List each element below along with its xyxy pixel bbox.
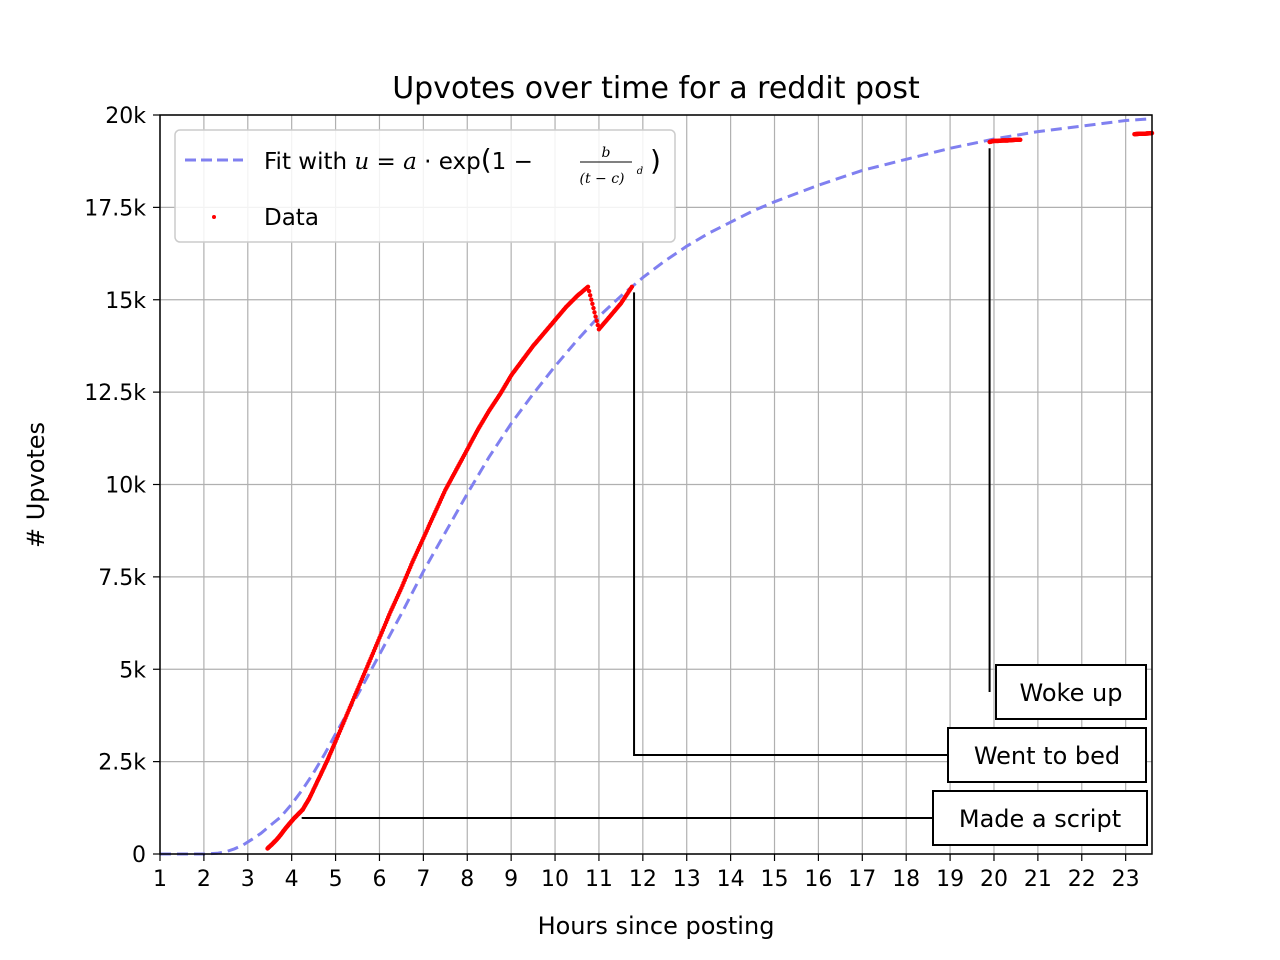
legend-data-swatch [212, 215, 216, 219]
x-tick-label: 2 [197, 867, 211, 892]
x-tick-label: 20 [980, 867, 1008, 892]
x-tick-label: 8 [460, 867, 474, 892]
y-axis-label: # Upvotes [22, 422, 50, 548]
fit-line [160, 117, 1153, 856]
data-point [629, 284, 635, 289]
x-tick-label: 9 [504, 867, 518, 892]
y-tick-label: 0 [132, 843, 146, 868]
x-tick-label: 11 [585, 867, 613, 892]
x-tick-label: 7 [416, 867, 430, 892]
x-axis-label: Hours since posting [538, 912, 775, 940]
chart-title: Upvotes over time for a reddit post [392, 71, 920, 106]
x-tick-label: 22 [1068, 867, 1096, 892]
data-point [585, 284, 591, 289]
legend-fit-frac-den-exp: d [637, 166, 643, 177]
x-tick-label: 1 [153, 867, 167, 892]
data-point [594, 318, 599, 323]
data-point [586, 288, 592, 294]
ticks-layer: 1 2 3 4 5 6 7 8 9 10 11 12 13 14 15 16 17 18 19 20 21 22 2302.… [84, 104, 1139, 892]
legend-box [174, 129, 676, 243]
legend: Fit with u = a · exp(1 − b (t − c) d ) D… [174, 129, 676, 243]
data-points-layer [265, 130, 1155, 851]
annotation-label: Went to bed [974, 742, 1120, 770]
x-tick-label: 3 [241, 867, 255, 892]
annotations-layer: Made a script Went to bed Woke up [301, 148, 1148, 846]
x-tick-label: 4 [285, 867, 299, 892]
legend-fit-frac-num: b [602, 145, 611, 161]
y-tick-label: 2.5k [98, 751, 146, 776]
data-point [589, 297, 594, 302]
y-tick-label: 17.5k [84, 196, 146, 221]
data-point [591, 305, 596, 311]
x-tick-label: 13 [673, 867, 701, 892]
x-tick-label: 21 [1024, 867, 1052, 892]
y-tick-label: 20k [105, 104, 146, 129]
y-tick-label: 12.5k [84, 381, 146, 406]
y-tick-label: 5k [119, 658, 146, 683]
legend-fit-label: Fit with u = a · exp(1 − [264, 143, 533, 176]
annotation-box [995, 664, 1147, 720]
data-point [1018, 137, 1023, 142]
x-tick-label: 6 [372, 867, 386, 892]
legend-data-label: Data [264, 205, 319, 231]
annotation-box [947, 727, 1147, 783]
x-tick-label: 14 [717, 867, 745, 892]
legend-fit-close: ) [650, 144, 661, 177]
x-tick-label: 17 [848, 867, 876, 892]
fit-line-layer [160, 117, 1153, 856]
data-point [593, 314, 598, 319]
data-point [590, 301, 595, 306]
x-tick-label: 5 [329, 867, 343, 892]
y-tick-label: 10k [105, 474, 146, 499]
x-tick-label: 12 [629, 867, 657, 892]
x-tick-label: 10 [541, 867, 569, 892]
x-tick-label: 15 [761, 867, 789, 892]
data-point [592, 310, 597, 315]
x-tick-label: 19 [936, 867, 964, 892]
legend-fit-frac-den: (t − c) [579, 171, 624, 187]
annotation-box [932, 790, 1148, 846]
data-point [588, 293, 593, 298]
y-tick-label: 7.5k [98, 566, 146, 591]
annotation-connector [633, 292, 948, 756]
x-tick-label: 16 [804, 867, 832, 892]
annotation-label: Woke up [1020, 679, 1123, 707]
x-tick-label: 23 [1112, 867, 1140, 892]
annotation-connector [301, 817, 933, 819]
annotation-label: Made a script [959, 805, 1121, 833]
y-tick-label: 15k [105, 289, 146, 314]
x-tick-label: 18 [892, 867, 920, 892]
